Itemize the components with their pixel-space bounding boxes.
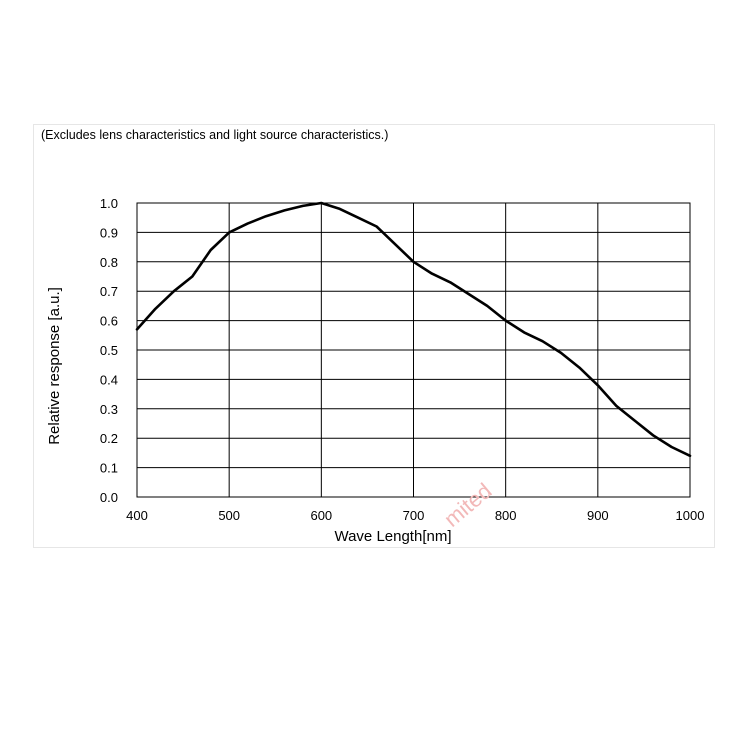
y-tick-labels: 0.0 0.1 0.2 0.3 0.4 0.5 0.6 0.7 0.8 0.9 1.0 (100, 196, 118, 505)
y-tick-label: 1.0 (100, 196, 118, 211)
x-tick-label: 400 (126, 508, 148, 523)
watermark-text: mited (439, 478, 496, 532)
plot-frame (136, 202, 691, 498)
y-tick-label: 0.3 (100, 402, 118, 417)
y-tick-label: 0.6 (100, 314, 118, 329)
y-tick-label: 0.5 (100, 343, 118, 358)
x-tick-label: 800 (495, 508, 517, 523)
x-tick-labels: 400 500 600 700 800 900 1000 (126, 508, 704, 523)
chart-panel (33, 124, 715, 548)
y-axis-title: Relative response [a.u.] (46, 287, 63, 445)
y-tick-label: 0.2 (100, 431, 118, 446)
x-tick-label: 700 (403, 508, 425, 523)
x-tick-label: 500 (218, 508, 240, 523)
x-tick-label: 900 (587, 508, 609, 523)
y-tick-label: 0.9 (100, 225, 118, 240)
y-tick-label: 0.8 (100, 255, 118, 270)
y-tick-label: 0.7 (100, 284, 118, 299)
x-tick-label: 1000 (676, 508, 705, 523)
response-curve (135, 201, 692, 458)
x-axis-title: Wave Length[nm] (334, 528, 451, 545)
chart-subtitle: (Excludes lens characteristics and light… (41, 128, 389, 142)
grid-lines (136, 202, 691, 498)
x-tick-label: 600 (310, 508, 332, 523)
y-tick-label: 0.4 (100, 372, 118, 387)
y-tick-label: 0.0 (100, 490, 118, 505)
y-tick-label: 0.1 (100, 461, 118, 476)
